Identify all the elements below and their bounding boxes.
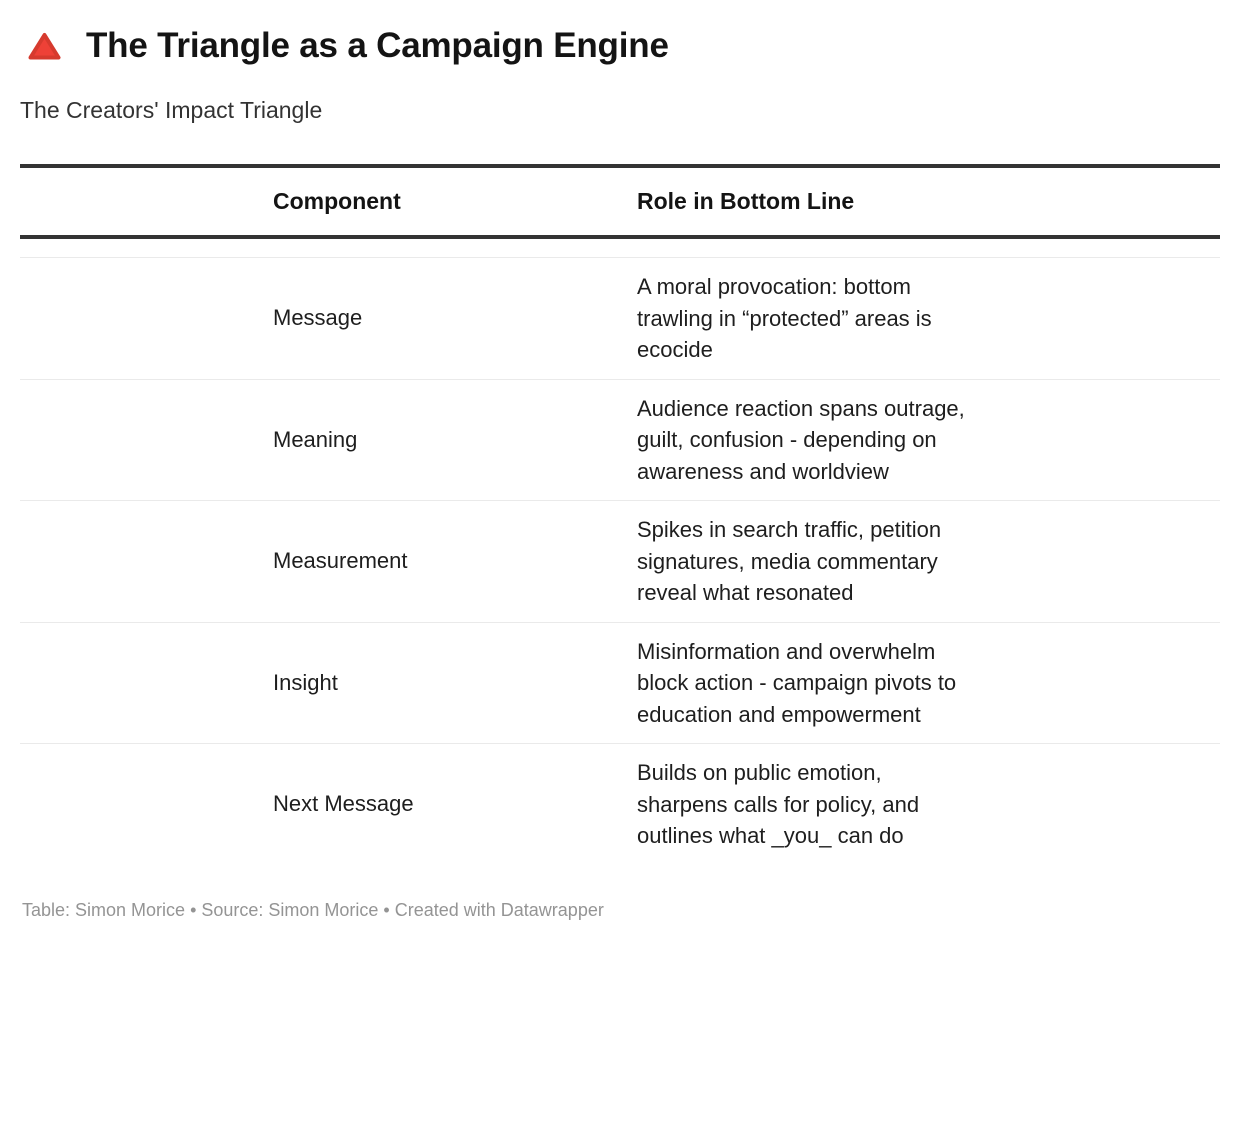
table-row: Insight Misinformation and overwhelm blo… <box>20 623 1220 744</box>
role-cell: A moral provocation: bottom trawling in … <box>637 274 932 362</box>
role-cell: Spikes in search traffic, petition signa… <box>637 517 942 605</box>
role-cell: Audience reaction spans outrage, guilt, … <box>637 395 965 484</box>
page-subtitle: The Creators' Impact Triangle <box>20 97 323 123</box>
table-row: Next Message Builds on public emotion, s… <box>20 744 1220 865</box>
table-spacer-row <box>20 239 1220 258</box>
title-row: The Triangle as a Campaign Engine <box>20 24 1220 68</box>
table-header-bottom-rule <box>20 235 1220 239</box>
table-header-row: Component Role in Bottom Line <box>20 168 1220 235</box>
table-top-rule <box>20 164 1220 168</box>
role-cell: Misinformation and overwhelm block actio… <box>637 638 957 727</box>
component-cell: Next Message <box>273 791 414 817</box>
attribution-footer: Table: Simon Morice • Source: Simon Mori… <box>22 899 604 920</box>
component-cell: Meaning <box>273 426 358 452</box>
table-row: Meaning Audience reaction spans outrage,… <box>20 380 1220 501</box>
component-cell: Message <box>273 305 363 331</box>
red-triangle-icon <box>28 32 61 61</box>
column-header-role: Role in Bottom Line <box>637 188 855 214</box>
table-row: Message A moral provocation: bottom traw… <box>20 258 1220 380</box>
role-cell: Builds on public emotion, sharpens calls… <box>637 760 920 848</box>
column-header-component: Component <box>273 188 401 214</box>
component-cell: Measurement <box>273 548 408 574</box>
component-cell: Insight <box>273 669 338 695</box>
page-title: The Triangle as a Campaign Engine <box>86 26 669 65</box>
table-row: Measurement Spikes in search traffic, pe… <box>20 501 1220 623</box>
data-table: Component Role in Bottom Line Message A … <box>20 164 1220 865</box>
